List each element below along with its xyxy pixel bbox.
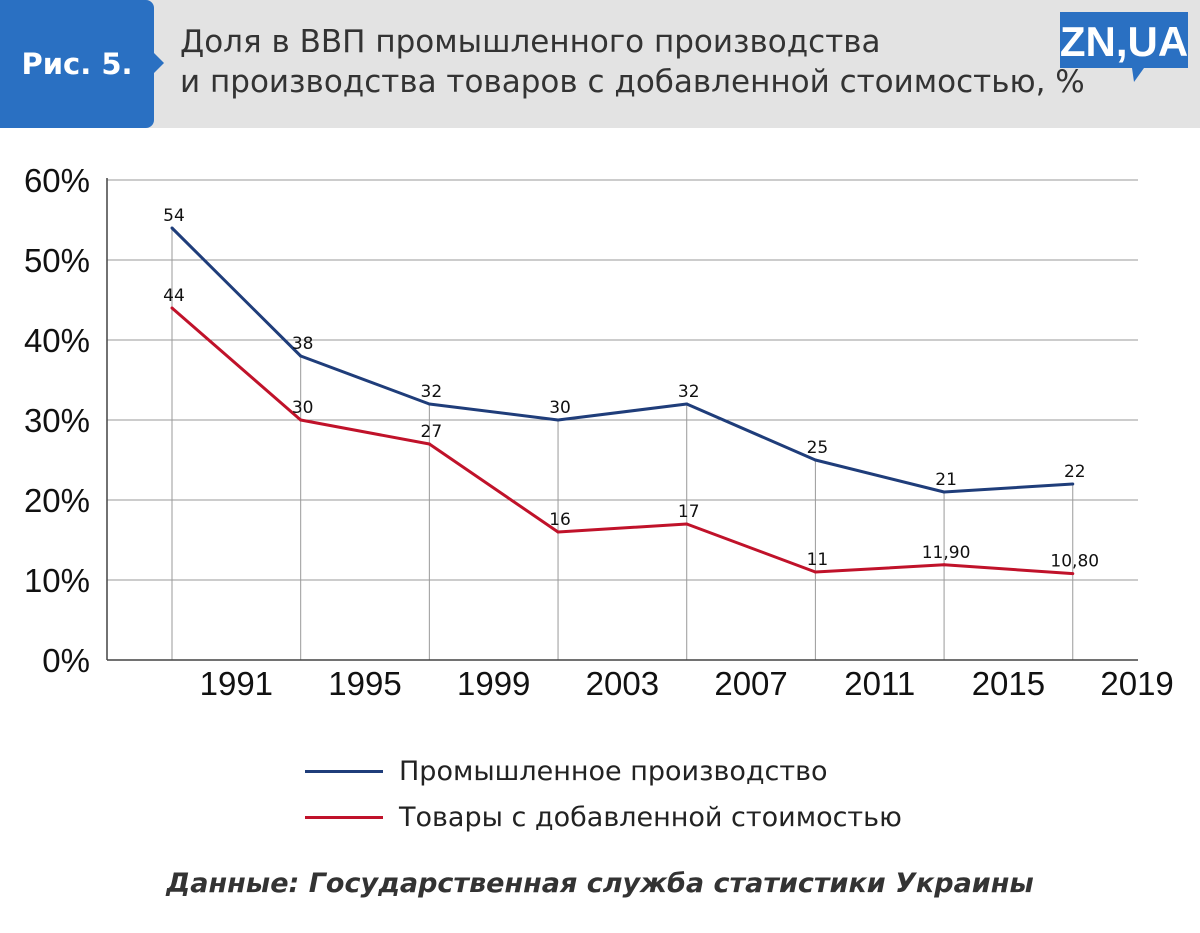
- data-label: 32: [678, 382, 700, 402]
- x-tick-label: 2007: [714, 665, 787, 702]
- y-tick-label: 30%: [24, 402, 90, 439]
- data-label: 16: [549, 510, 571, 530]
- data-point: [556, 418, 560, 422]
- y-tick-label: 50%: [24, 242, 90, 279]
- x-tick-label: 2011: [844, 665, 915, 702]
- x-tick-label: 2003: [586, 665, 659, 702]
- legend-label-value-added: Товары с добавленной стоимостью: [399, 801, 902, 833]
- data-label: 10,80: [1050, 552, 1099, 572]
- legend-item-value-added: Товары с добавленной стоимостью: [305, 794, 902, 840]
- x-tick-label: 1991: [200, 665, 273, 702]
- y-tick-label: 0%: [42, 642, 90, 679]
- data-point: [299, 354, 303, 358]
- data-label: 32: [421, 382, 443, 402]
- data-labels: 54 38 32 30 32 25 21 22 44 30 27 16 17 11 11,90 10,80: [163, 206, 1099, 572]
- chart-title: Доля в ВВП промышленного производства и …: [180, 22, 1085, 102]
- legend-item-industrial: Промышленное производство: [305, 748, 902, 794]
- grid-lines: [107, 179, 1138, 581]
- data-point: [685, 402, 689, 406]
- zn-ua-logo: ZN,UA: [1060, 12, 1188, 82]
- legend-label-industrial: Промышленное производство: [399, 755, 828, 787]
- y-tick-label: 60%: [24, 162, 90, 199]
- data-point: [170, 306, 174, 310]
- data-point: [942, 563, 946, 567]
- data-label: 25: [807, 438, 829, 458]
- line-chart: 0% 10% 20% 30% 40% 50% 60% 1991 1995 1999 2003 200…: [24, 162, 1174, 702]
- header-bar: Рис. 5. Доля в ВВП промышленного произво…: [0, 0, 1200, 128]
- data-label: 27: [421, 422, 443, 442]
- data-label: 21: [935, 470, 957, 490]
- x-tick-label: 1999: [457, 665, 530, 702]
- data-label: 17: [678, 502, 700, 522]
- data-point: [427, 402, 431, 406]
- data-point: [299, 418, 303, 422]
- legend-swatch-industrial: [305, 769, 383, 773]
- chart-title-line-1: Доля в ВВП промышленного производства: [180, 24, 881, 60]
- series-line-0: [170, 226, 1073, 494]
- data-label: 22: [1064, 462, 1086, 482]
- axes: [106, 178, 1138, 661]
- legend-swatch-value-added: [305, 815, 383, 819]
- y-tick-label: 10%: [24, 562, 90, 599]
- data-point: [813, 570, 817, 574]
- x-axis-tick-labels: 1991 1995 1999 2003 2007 2011 2015 2019: [200, 665, 1174, 702]
- data-label: 38: [292, 334, 314, 354]
- data-label: 44: [163, 286, 185, 306]
- data-label: 30: [549, 398, 571, 418]
- data-label: 54: [163, 206, 185, 226]
- data-point: [1071, 572, 1075, 576]
- x-tick-label: 2019: [1100, 665, 1173, 702]
- figure-badge-arrow: [153, 52, 164, 74]
- y-tick-label: 20%: [24, 482, 90, 519]
- chart-title-line-2: и производства товаров с добавленной сто…: [180, 64, 1085, 100]
- data-point: [556, 530, 560, 534]
- series-line-1: [171, 306, 1073, 576]
- figure-badge: Рис. 5.: [0, 0, 154, 128]
- x-tick-label: 2015: [972, 665, 1045, 702]
- source-note: Данные: Государственная служба статистик…: [166, 868, 1034, 899]
- y-tick-label: 40%: [24, 322, 90, 359]
- data-label: 11,90: [922, 543, 971, 563]
- x-tick-label: 1995: [328, 665, 401, 702]
- data-point: [427, 442, 431, 446]
- data-label: 11: [807, 550, 829, 570]
- data-point: [170, 226, 174, 230]
- data-series: [170, 226, 1075, 576]
- data-point: [942, 490, 946, 494]
- data-point: [813, 458, 817, 462]
- legend: Промышленное производство Товары с добав…: [305, 748, 902, 840]
- zn-ua-logo-text: ZN,UA: [1060, 18, 1188, 65]
- data-point: [685, 522, 689, 526]
- data-point: [1071, 482, 1075, 486]
- drop-lines: [171, 228, 1074, 660]
- y-axis-tick-labels: 0% 10% 20% 30% 40% 50% 60%: [24, 162, 90, 679]
- data-label: 30: [292, 398, 314, 418]
